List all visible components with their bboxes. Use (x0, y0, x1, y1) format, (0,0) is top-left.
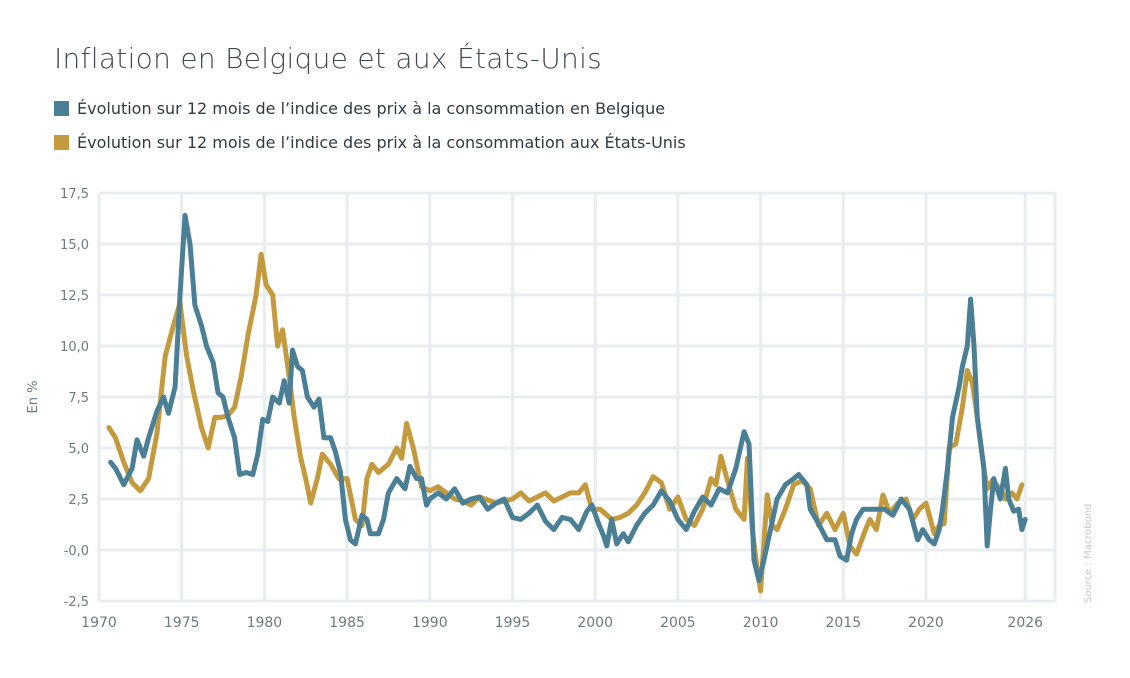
y-tick-label: -2,5 (64, 595, 89, 610)
legend-label-belgium: Évolution sur 12 mois de l’indice des pr… (77, 99, 666, 118)
legend-swatch-belgium (54, 101, 69, 116)
y-tick-label: 5,0 (68, 442, 89, 457)
legend-item-belgium: Évolution sur 12 mois de l’indice des pr… (54, 99, 665, 118)
series-line-usa (106, 251, 1025, 594)
legend-swatch-usa (54, 135, 69, 150)
x-tick-label: 2015 (825, 615, 861, 631)
x-tick-label: 1975 (164, 615, 200, 631)
legend-item-usa: Évolution sur 12 mois de l’indice des pr… (54, 133, 686, 152)
x-tick-label: 1995 (495, 615, 531, 631)
x-tick-label: 2010 (743, 615, 779, 631)
y-tick-label: -0,0 (64, 544, 89, 559)
x-tick-label: 2026 (1007, 615, 1043, 631)
x-tick-label: 1990 (412, 615, 448, 631)
y-tick-label: 7,5 (68, 391, 89, 406)
x-tick-label: 2005 (660, 615, 696, 631)
x-tick-label: 2020 (908, 615, 944, 631)
y-tick-label: 2,5 (68, 493, 89, 508)
legend-label-usa: Évolution sur 12 mois de l’indice des pr… (77, 133, 686, 152)
source-note: Source : Macrobond (1083, 504, 1094, 604)
x-tick-label: 1970 (81, 615, 117, 631)
chart-title: Inflation en Belgique et aux États-Unis (54, 42, 603, 75)
y-axis-label: En % (26, 381, 41, 414)
x-tick-label: 1980 (247, 615, 283, 631)
y-tick-label: 12,5 (60, 289, 89, 304)
x-tick-label: 2000 (577, 615, 613, 631)
x-tick-label: 1985 (329, 615, 365, 631)
y-tick-label: 17,5 (60, 187, 89, 202)
series-line-belgium (108, 212, 1028, 584)
y-tick-label: 15,0 (60, 238, 89, 253)
y-tick-label: 10,0 (60, 340, 89, 355)
